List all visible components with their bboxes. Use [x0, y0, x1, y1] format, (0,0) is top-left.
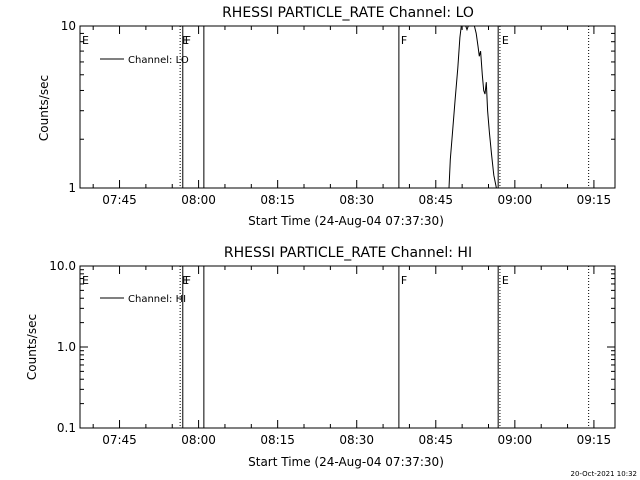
- lo-x-tick-label: 08:15: [260, 193, 295, 207]
- hi-x-tick-label: 09:00: [498, 433, 533, 447]
- lo-series-line: [448, 25, 497, 189]
- lo-event-marker-label: F: [185, 34, 191, 47]
- lo-x-tick-label: 09:00: [498, 193, 533, 207]
- lo-legend-label: Channel: LO: [128, 55, 189, 66]
- lo-event-marker-label: F: [401, 34, 407, 47]
- hi-y-tick-label: 10.0: [49, 259, 76, 273]
- hi-start-marker-label: E: [82, 274, 89, 287]
- lo-event-marker-label: E: [182, 34, 189, 47]
- hi-plot-frame: [79, 265, 616, 429]
- lo-event-marker-label: E: [502, 34, 509, 47]
- hi-plot-area: 07:45 08:00 08:15 08:30 08:45 09:00 09:15 0.1 1.…: [49, 259, 616, 447]
- lo-panel-title: RHESSI PARTICLE_RATE Channel: LO: [222, 5, 474, 21]
- lo-x-tick-label: 08:45: [418, 193, 453, 207]
- hi-event-marker-label: F: [401, 274, 407, 287]
- hi-x-axis-label: Start Time (24-Aug-04 07:37:30): [248, 455, 444, 469]
- hi-legend: Channel: HI: [100, 294, 186, 305]
- hi-event-marker-label: E: [182, 274, 189, 287]
- lo-y-axis-label: Counts/sec: [37, 75, 51, 141]
- hi-x-tick-label: 08:15: [260, 433, 295, 447]
- lo-legend: Channel: LO: [100, 55, 189, 66]
- lo-start-marker-label: E: [82, 34, 89, 47]
- lo-x-tick-label: 09:15: [577, 193, 612, 207]
- lo-plot-frame: [79, 25, 616, 189]
- hi-panel-title: RHESSI PARTICLE_RATE Channel: HI: [224, 245, 472, 261]
- hi-y-tick-label: 1.0: [57, 340, 76, 354]
- generation-timestamp: 20-Oct-2021 10:32: [571, 470, 637, 478]
- hi-x-tick-label: 09:15: [577, 433, 612, 447]
- hi-x-tick-label: 07:45: [102, 433, 137, 447]
- lo-x-tick-label: 08:30: [339, 193, 374, 207]
- hi-x-tick-label: 08:30: [339, 433, 374, 447]
- hi-event-marker-label: F: [185, 274, 191, 287]
- lo-y-tick-label: 1: [68, 181, 76, 195]
- lo-channel-panel: RHESSI PARTICLE_RATE Channel: LO Counts/…: [37, 5, 616, 228]
- lo-x-axis-label: Start Time (24-Aug-04 07:37:30): [248, 214, 444, 228]
- hi-y-axis-label: Counts/sec: [25, 314, 39, 380]
- lo-x-tick-label: 07:45: [102, 193, 137, 207]
- hi-y-tick-label: 0.1: [57, 421, 76, 435]
- hi-legend-label: Channel: HI: [128, 294, 186, 305]
- hi-channel-panel: RHESSI PARTICLE_RATE Channel: HI Counts/…: [25, 245, 616, 469]
- hi-x-tick-label: 08:00: [181, 433, 216, 447]
- lo-plot-area: 07:45 08:00 08:15 08:30 08:45 09:00 09:15 1 10 E E…: [61, 19, 616, 207]
- hi-event-marker-label: E: [502, 274, 509, 287]
- lo-y-tick-label: 10: [61, 19, 76, 33]
- lo-x-tick-label: 08:00: [181, 193, 216, 207]
- hi-x-tick-label: 08:45: [418, 433, 453, 447]
